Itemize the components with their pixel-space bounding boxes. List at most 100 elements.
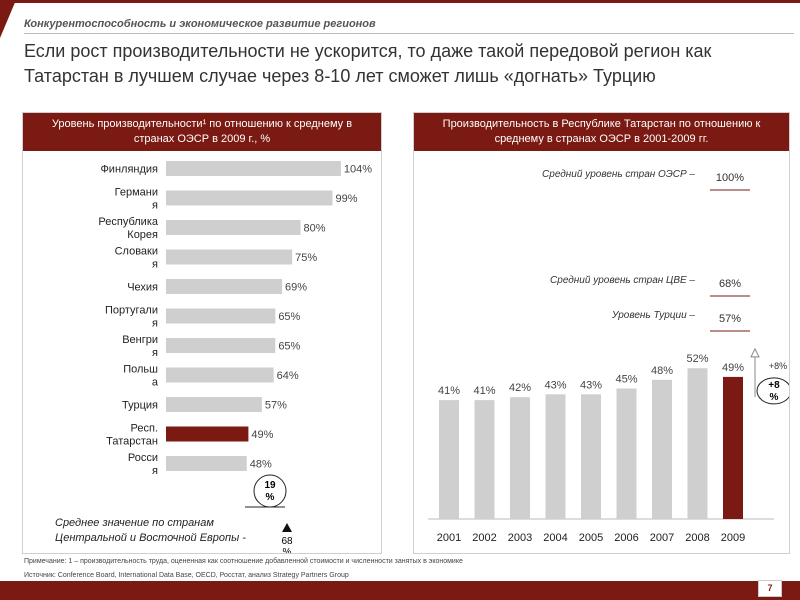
country-bar [166, 426, 249, 442]
country-label: Польш [123, 364, 158, 376]
reference-line-label: Уровень Турции – [611, 310, 695, 321]
section-title: Конкурентоспособность и экономическое ра… [24, 18, 376, 30]
gap-circle [756, 377, 789, 405]
country-label: Чехия [127, 282, 158, 294]
country-label: Корея [127, 229, 158, 241]
country-value-label: 64% [277, 370, 299, 382]
year-bar [616, 388, 637, 519]
country-label: я [152, 318, 158, 330]
reference-line-value: 57% [719, 313, 741, 325]
year-value-label: 45% [615, 374, 637, 386]
bottom-brand-bar [0, 581, 800, 600]
sources-note: Источник: Conference Board, Internationa… [24, 572, 349, 579]
country-bar [166, 161, 341, 176]
year-tick-label: 2001 [437, 532, 461, 544]
year-tick-label: 2004 [543, 532, 567, 544]
reference-value: 68 [281, 536, 293, 547]
reference-line-value: 100% [716, 172, 744, 184]
year-value-label: 48% [651, 365, 673, 377]
country-label: Финляндия [100, 164, 158, 176]
slide-headline: Если рост производительности не ускоритс… [24, 41, 712, 86]
country-label: я [152, 465, 158, 477]
gap-annotation-text: % [770, 392, 779, 403]
reference-line-label: Средний уровень стран ОЭСР – [542, 169, 695, 180]
reference-line-value: 68% [719, 278, 741, 290]
gap-annotation-text: +8 [768, 380, 780, 391]
reference-value: % [283, 547, 292, 553]
country-bar [166, 249, 293, 265]
left-panel-header: Уровень производительности¹ по отношению… [23, 113, 381, 151]
country-value-label: 57% [265, 400, 287, 412]
country-label: Португали [105, 305, 158, 317]
year-tick-label: 2006 [614, 532, 638, 544]
country-label: Словаки [115, 246, 158, 258]
right-chart-panel: Производительность в Республике Татарста… [413, 112, 790, 554]
country-label: я [152, 347, 158, 359]
gap-label-small: +8% [769, 361, 787, 371]
country-bar [166, 220, 301, 235]
country-value-label: 104% [344, 164, 372, 176]
country-label: Германи [115, 187, 158, 199]
year-tick-label: 2007 [650, 532, 674, 544]
year-bar [581, 394, 601, 519]
year-bar [687, 368, 708, 519]
country-label: я [152, 200, 158, 212]
page-number-box [758, 580, 782, 597]
corner-brand-mark [0, 0, 16, 38]
reference-label: Среднее значение по странам [55, 517, 214, 529]
gap-arrow-head [750, 347, 760, 358]
country-value-label: 99% [336, 193, 358, 205]
country-label: я [152, 259, 158, 271]
country-label: Респ. [131, 423, 158, 435]
country-value-label: 65% [278, 341, 300, 353]
year-bar [439, 400, 459, 519]
country-value-label: 80% [304, 223, 326, 235]
country-label: а [152, 377, 159, 389]
year-tick-label: 2009 [721, 532, 745, 544]
country-value-label: 69% [285, 282, 307, 294]
country-label: Росси [128, 452, 158, 464]
reference-line-label: Средний уровень стран ЦВЕ – [550, 275, 695, 286]
productivity-by-country-chart: Финляндия 104%Германия99%РеспубликаКорея8… [55, 161, 372, 553]
country-bar [166, 338, 276, 353]
year-bar [545, 394, 566, 519]
country-value-label: 75% [295, 252, 317, 264]
year-value-label: 49% [722, 362, 744, 374]
year-value-label: 43% [580, 379, 602, 391]
country-value-label: 65% [278, 311, 300, 323]
year-bar [474, 400, 495, 519]
year-value-label: 41% [438, 385, 460, 397]
year-tick-label: 2008 [685, 532, 709, 544]
country-bar [166, 279, 283, 294]
year-value-label: 43% [544, 379, 566, 391]
country-bar [166, 456, 247, 471]
year-bar [510, 397, 530, 519]
year-tick-label: 2003 [508, 532, 532, 544]
year-bar [723, 376, 743, 519]
top-brand-bar [0, 0, 800, 3]
country-label: Республика [98, 216, 158, 228]
year-value-label: 42% [509, 382, 531, 394]
reference-label: Центральной и Восточной Европы - [55, 532, 246, 544]
country-label: Турция [122, 400, 158, 412]
page-number: 7 [767, 583, 773, 593]
gap-annotation-text: 19 [264, 480, 276, 491]
year-value-label: 52% [686, 353, 708, 365]
country-bar [166, 190, 333, 206]
year-value-label: 41% [473, 385, 495, 397]
country-label: Венгри [122, 334, 158, 346]
gap-annotation-text: % [266, 492, 275, 503]
country-value-label: 49% [251, 429, 273, 441]
right-panel-header: Производительность в Республике Татарста… [414, 113, 789, 151]
reference-marker [282, 523, 292, 532]
year-tick-label: 2005 [579, 532, 603, 544]
country-label: Татарстан [106, 436, 158, 448]
left-chart-panel: Уровень производительности¹ по отношению… [22, 112, 382, 554]
country-value-label: 48% [250, 459, 272, 471]
footnote: Примечание: 1 – производительность труда… [24, 558, 463, 565]
country-bar [166, 308, 276, 324]
country-bar [166, 397, 262, 412]
tatarstan-productivity-chart: 41% 2001 41% 2002 42% 2003 43% 2004 43% 2005 45% 20… [428, 169, 789, 544]
title-divider [24, 33, 794, 34]
year-tick-label: 2002 [472, 532, 496, 544]
